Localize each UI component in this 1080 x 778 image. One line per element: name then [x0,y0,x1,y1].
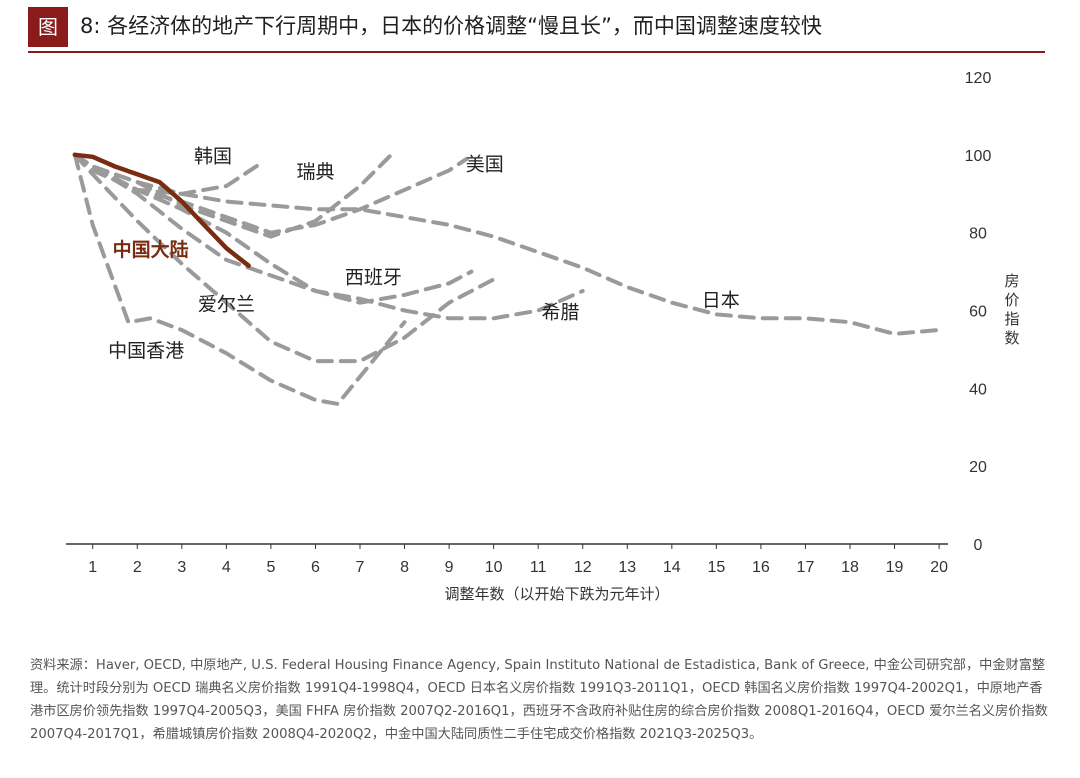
y-axis-title-char: 价 [1004,291,1019,309]
x-tick-label: 13 [618,559,636,576]
x-tick-label: 8 [400,559,409,576]
x-tick-label: 2 [133,559,142,576]
x-axis-title: 调整年数（以开始下跌为元年计） [444,585,669,603]
x-tick-label: 6 [311,559,320,576]
series-label: 美国 [466,153,504,175]
series-line-爱尔兰 [72,152,496,364]
series-line-希腊 [72,152,585,321]
x-tick-label: 3 [177,559,186,576]
y-tick-label: 100 [965,148,992,165]
x-tick-label: 7 [356,559,365,576]
y-tick-label: 120 [965,70,992,87]
series-label: 瑞典 [296,161,334,183]
series-label: 中国香港 [108,340,184,362]
y-tick-label: 40 [969,381,987,398]
y-tick-label: 80 [969,226,987,243]
y-tick-label: 60 [969,304,987,321]
x-tick-label: 10 [485,559,503,576]
figure-title-bar: 图 8: 各经济体的地产下行周期中，日本的价格调整“慢且长”，而中国调整速度较快 [0,0,1045,53]
x-tick-label: 9 [445,559,454,576]
series-line-中国香港 [72,152,407,406]
x-tick-label: 15 [707,559,725,576]
figure-label: 图 [28,7,68,47]
series-label: 韩国 [194,146,232,168]
x-tick-label: 17 [797,559,815,576]
chart-series [72,152,942,406]
y-axis-title-char: 数 [1004,329,1019,347]
series-label: 日本 [702,290,740,312]
x-tick-label: 16 [752,559,770,576]
series-label: 中国大陆 [113,238,189,261]
x-tick-label: 4 [222,559,231,576]
source-note: 资料来源：Haver, OECD, 中原地产, U.S. Federal Hou… [30,658,1048,742]
series-label: 希腊 [541,301,579,323]
series-line-日本 [72,152,942,336]
title-divider [28,51,1045,53]
y-axis-title-char: 房 [1004,272,1019,290]
series-line-中国大陆 [72,152,251,268]
x-tick-label: 1 [88,559,97,576]
y-tick-label: 0 [974,537,983,554]
x-tick-label: 20 [930,559,948,576]
series-line-西班牙 [72,152,474,305]
x-tick-label: 12 [574,559,592,576]
x-tick-label: 19 [886,559,904,576]
chart-axes: 1 2 3 4 5 6 7 8 9 10 11 12 13 14 15 16 17 18 19 20调整年数（以开始下… [66,70,1020,603]
y-axis-title-char: 指 [1004,310,1019,328]
x-tick-label: 11 [530,559,547,576]
x-tick-label: 14 [663,559,681,576]
series-label: 爱尔兰 [198,294,255,316]
y-tick-label: 20 [969,459,987,476]
series-line-瑞典 [72,152,394,239]
x-tick-label: 18 [841,559,859,576]
x-tick-label: 5 [266,559,275,576]
series-label: 西班牙 [345,266,402,288]
figure-title: 8: 各经济体的地产下行周期中，日本的价格调整“慢且长”，而中国调整速度较快 [80,14,822,38]
line-chart: 1 2 3 4 5 6 7 8 9 10 11 12 13 14 15 16 17 18 19 20调整年数（以开始下… [66,70,1020,603]
